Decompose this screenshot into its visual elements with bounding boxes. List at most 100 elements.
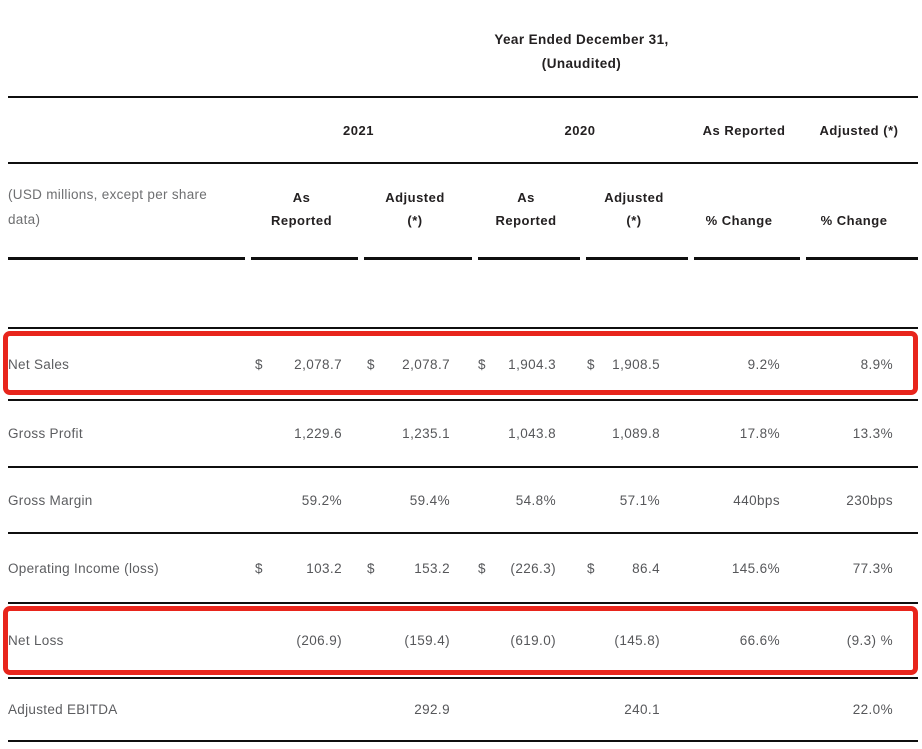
- row-label: Adjusted EBITDA: [8, 702, 118, 717]
- dollar-sign: $: [367, 560, 375, 576]
- col-header-line: As: [292, 190, 311, 205]
- col-header-line: (*): [407, 213, 423, 228]
- value-2020-adjusted: $86.4: [580, 561, 688, 576]
- dollar-sign: $: [367, 356, 375, 372]
- table-row-adjusted-ebitda: Adjusted EBITDA 292.9 240.1 22.0%: [8, 679, 918, 740]
- pct-change-adjusted: 230bps: [846, 492, 893, 508]
- row-label: Gross Margin: [8, 492, 93, 508]
- title-line-2: (Unaudited): [541, 56, 622, 71]
- value-2021-adjusted: (159.4): [358, 633, 472, 648]
- value: 1,089.8: [612, 426, 660, 441]
- col-header-2020-adjusted: Adjusted (*): [580, 186, 688, 232]
- value: 2,078.7: [402, 356, 450, 372]
- row-divider: [8, 466, 918, 468]
- value-2020-adjusted: 1,089.8: [580, 426, 688, 441]
- value: 1,904.3: [508, 356, 556, 372]
- units-note-line-2: data): [8, 212, 41, 227]
- rule-top: [8, 96, 918, 98]
- value-2021-adjusted: 292.9: [358, 702, 472, 717]
- value: (159.4): [404, 633, 450, 648]
- pct-change-adjusted: 8.9%: [860, 356, 893, 372]
- col-header-2021-as-reported: As Reported: [245, 186, 358, 232]
- row-label: Net Sales: [8, 356, 70, 372]
- dollar-sign: $: [255, 356, 263, 372]
- col-header-pct-change-adjusted: % Change: [820, 213, 888, 228]
- value: 103.2: [306, 560, 342, 576]
- value: 153.2: [414, 560, 450, 576]
- row-divider: [8, 602, 918, 604]
- value-2020-as-reported: 54.8%: [472, 493, 580, 508]
- value-2020-adjusted: 57.1%: [580, 493, 688, 508]
- rule-under-year-groups: [8, 162, 918, 164]
- col-header-line: Reported: [495, 213, 557, 228]
- row-divider: [8, 327, 918, 329]
- value-2020-adjusted: (145.8): [580, 633, 688, 648]
- rule-segment: [251, 257, 358, 260]
- units-note-line-1: (USD millions, except per share: [8, 187, 208, 202]
- col-header-pct-change-as-reported: % Change: [705, 213, 773, 228]
- value-2021-as-reported: $2,078.7: [245, 357, 358, 372]
- row-divider: [8, 677, 918, 679]
- value: (145.8): [614, 633, 660, 648]
- value-2021-as-reported: 1,229.6: [245, 426, 358, 441]
- row-label: Operating Income (loss): [8, 560, 159, 576]
- value: 1,229.6: [294, 426, 342, 441]
- value-2021-adjusted: 59.4%: [358, 493, 472, 508]
- rule-segment: [8, 257, 245, 260]
- table-row-gross-profit: Gross Profit 1,229.6 1,235.1 1,043.8 1,0…: [8, 401, 918, 466]
- pct-change-adjusted: (9.3) %: [846, 633, 893, 648]
- value: 1,908.5: [612, 356, 660, 372]
- column-header-row: (USD millions, except per share data) As…: [8, 164, 918, 257]
- rule-segment: [364, 257, 472, 260]
- dollar-sign: $: [478, 356, 486, 372]
- row-divider: [8, 399, 918, 401]
- value-2020-as-reported: 1,043.8: [472, 426, 580, 441]
- rule-segment: [694, 257, 800, 260]
- value: 2,078.7: [294, 356, 342, 372]
- pct-change-adjusted: 77.3%: [852, 560, 893, 576]
- highlight-box-net-loss: [3, 606, 918, 675]
- rule-segment: [586, 257, 688, 260]
- value-2020-adjusted: $1,908.5: [580, 357, 688, 372]
- value: (226.3): [510, 560, 556, 576]
- value: 59.4%: [409, 492, 450, 508]
- row-label: Net Loss: [8, 633, 64, 648]
- pct-change-as-reported: 440bps: [733, 492, 780, 508]
- col-header-2020-as-reported: As Reported: [472, 186, 580, 232]
- value: (206.9): [296, 633, 342, 648]
- rule-bottom: [8, 740, 918, 742]
- col-header-2021-adjusted: Adjusted (*): [358, 186, 472, 232]
- col-header-line: Adjusted: [604, 190, 664, 205]
- value-2021-adjusted: 1,235.1: [358, 426, 472, 441]
- group-header-2020: 2020: [564, 122, 596, 138]
- rule-under-column-headers: [8, 257, 918, 260]
- table-title: Year Ended December 31, (Unaudited): [245, 28, 918, 76]
- col-header-line: (*): [626, 213, 642, 228]
- value-2021-as-reported: (206.9): [245, 633, 358, 648]
- table-row-gross-margin: Gross Margin 59.2% 59.4% 54.8% 57.1% 440…: [8, 468, 918, 532]
- dollar-sign: $: [478, 560, 486, 576]
- units-note: (USD millions, except per share data): [8, 182, 245, 232]
- col-header-line: As: [517, 190, 535, 205]
- value: (619.0): [510, 633, 556, 648]
- value: 86.4: [632, 560, 660, 576]
- value-2021-adjusted: $2,078.7: [358, 357, 472, 372]
- value-2020-as-reported: (619.0): [472, 633, 580, 648]
- value: 57.1%: [619, 492, 660, 508]
- dollar-sign: $: [587, 356, 595, 372]
- dollar-sign: $: [587, 560, 595, 576]
- col-header-line: Adjusted: [385, 190, 445, 205]
- table-row-net-sales: Net Sales $2,078.7 $2,078.7 $1,904.3 $1,…: [8, 329, 918, 399]
- title-line-1: Year Ended December 31,: [494, 32, 669, 47]
- value: 54.8%: [515, 492, 556, 508]
- dollar-sign: $: [255, 560, 263, 576]
- pct-change-as-reported: 17.8%: [739, 426, 780, 441]
- group-header-row: 2021 2020 As Reported Adjusted (*): [8, 98, 918, 162]
- value: 59.2%: [301, 492, 342, 508]
- value: 1,235.1: [402, 426, 450, 441]
- group-header-adjusted: Adjusted (*): [819, 122, 899, 138]
- group-header-2021: 2021: [343, 122, 374, 138]
- group-header-as-reported: As Reported: [702, 122, 786, 138]
- value-2020-adjusted: 240.1: [580, 702, 688, 717]
- row-divider: [8, 532, 918, 534]
